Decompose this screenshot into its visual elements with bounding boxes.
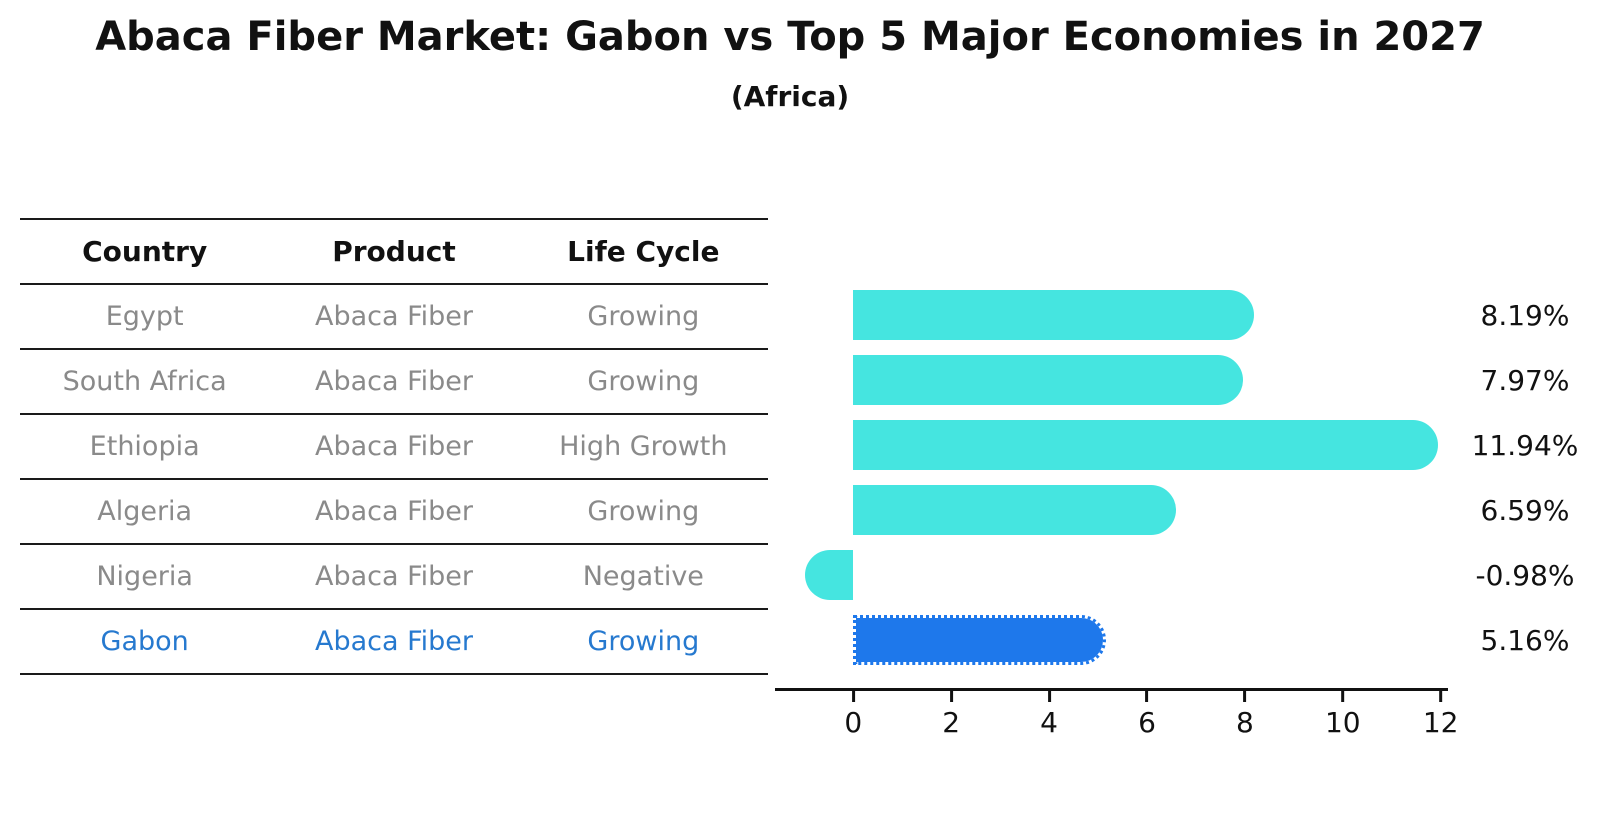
cell-country: South Africa	[62, 366, 227, 397]
tick-mark	[1145, 691, 1149, 702]
table-row: Ethiopia Abaca Fiber High Growth	[20, 415, 768, 480]
cell-country: Egypt	[105, 301, 184, 332]
bar	[853, 355, 1244, 405]
tick-label: 12	[1422, 706, 1459, 739]
table-header-row: Country Product Life Cycle	[20, 220, 768, 285]
tick-label: 6	[1138, 706, 1156, 739]
tick-label: 4	[1040, 706, 1059, 739]
cell-product: Abaca Fiber	[314, 561, 474, 592]
x-axis-tick: 10	[1325, 691, 1361, 739]
bar-row-algeria: 6.59%	[775, 478, 1604, 543]
table-row-highlight-gabon: Gabon Abaca Fiber Growing	[20, 610, 768, 675]
cell-life-cycle: Negative	[582, 561, 704, 592]
tick-mark	[1243, 691, 1247, 702]
tick-label: 0	[844, 706, 863, 739]
x-axis-line	[775, 688, 1448, 691]
bar-value-label: 11.94%	[1471, 429, 1579, 462]
cell-product: Abaca Fiber	[314, 301, 474, 332]
tick-label: 10	[1324, 706, 1361, 739]
bar-row-gabon: 5.16%	[775, 608, 1604, 673]
cell-life-cycle: Growing	[587, 496, 700, 527]
cell-life-cycle: High Growth	[559, 431, 728, 462]
tick-mark	[949, 691, 953, 702]
cell-country: Gabon	[100, 626, 189, 657]
tick-label: 8	[1235, 706, 1254, 739]
x-axis-ticks: 0 2 4 6 8 10 12	[775, 691, 1458, 751]
cell-country: Ethiopia	[89, 431, 200, 462]
cell-product: Abaca Fiber	[314, 366, 474, 397]
bar-value-label: 6.59%	[1480, 494, 1570, 527]
bar-row-south-africa: 7.97%	[775, 348, 1604, 413]
tick-mark	[1047, 691, 1051, 702]
bar	[853, 615, 1106, 665]
table-row: Algeria Abaca Fiber Growing	[20, 480, 768, 545]
chart-title: Abaca Fiber Market: Gabon vs Top 5 Major…	[95, 14, 1485, 60]
x-axis-tick: 4	[1040, 691, 1058, 739]
bar	[805, 550, 854, 600]
tick-mark	[1439, 691, 1443, 702]
bar-row-ethiopia: 11.94%	[775, 413, 1604, 478]
bar-value-label: -0.98%	[1475, 559, 1575, 592]
bar-value-label: 8.19%	[1480, 299, 1570, 332]
tick-mark	[851, 691, 855, 702]
bar	[853, 420, 1438, 470]
cell-country: Algeria	[97, 496, 193, 527]
cell-product: Abaca Fiber	[314, 496, 474, 527]
tick-mark	[1341, 691, 1345, 702]
x-axis-tick: 6	[1138, 691, 1156, 739]
bar	[853, 485, 1176, 535]
bar-value-label: 5.16%	[1480, 624, 1570, 657]
bar-row-egypt: 8.19%	[775, 283, 1604, 348]
bar-value-label: 7.97%	[1480, 364, 1570, 397]
cell-product: Abaca Fiber	[314, 626, 474, 657]
table-row: Nigeria Abaca Fiber Negative	[20, 545, 768, 610]
column-header-product: Product	[332, 235, 456, 268]
bar	[853, 290, 1255, 340]
tick-label: 2	[942, 706, 961, 739]
bar-chart: 8.19% 7.97% 11.94% 6.59% -0.98% 5.16% 0 2…	[775, 283, 1604, 823]
x-axis-tick: 8	[1236, 691, 1254, 739]
chart-subtitle: (Africa)	[730, 80, 850, 113]
table-row: Egypt Abaca Fiber Growing	[20, 285, 768, 350]
cell-life-cycle: Growing	[587, 366, 700, 397]
cell-life-cycle: Growing	[587, 626, 700, 657]
cell-product: Abaca Fiber	[314, 431, 474, 462]
table-row: South Africa Abaca Fiber Growing	[20, 350, 768, 415]
x-axis-tick: 2	[942, 691, 960, 739]
column-header-country: Country	[82, 235, 208, 268]
cell-life-cycle: Growing	[587, 301, 700, 332]
country-table: Country Product Life Cycle Egypt Abaca F…	[20, 218, 768, 675]
column-header-life-cycle: Life Cycle	[567, 235, 720, 268]
cell-country: Nigeria	[96, 561, 193, 592]
x-axis-tick: 12	[1422, 691, 1459, 739]
x-axis-tick: 0	[844, 691, 862, 739]
bar-row-nigeria: -0.98%	[775, 543, 1604, 608]
